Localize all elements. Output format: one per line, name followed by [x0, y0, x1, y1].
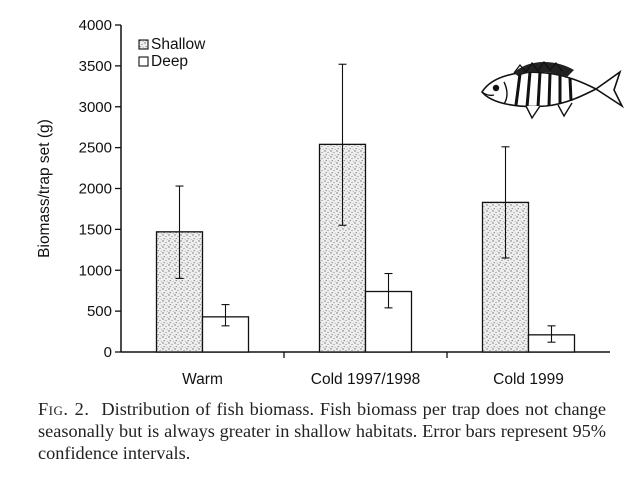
y-tick-label: 2500	[79, 140, 112, 157]
y-tick-label: 3000	[79, 99, 112, 116]
caption-text: Distribution of fish biomass. Fish bioma…	[38, 399, 606, 463]
legend-swatch-deep	[138, 56, 149, 67]
bars	[155, 63, 576, 353]
y-tick-label: 4000	[79, 17, 112, 34]
legend-swatch-shallow	[138, 39, 149, 50]
y-tick-label: 1500	[79, 221, 112, 238]
x-tick-label: Warm	[182, 371, 223, 388]
bar-chart: 0 500 1000 1500 2000 2500 3000 3500 4000 Biomass/…	[36, 17, 625, 388]
axes: 0 500 1000 1500 2000 2500 3000 3500 4000 Biomass/…	[36, 17, 610, 388]
y-tick-label: 1000	[79, 262, 112, 279]
legend-label-shallow: Shallow	[151, 36, 206, 53]
legend-label-deep: Deep	[151, 53, 188, 70]
x-tick-label: Cold 1997/1998	[311, 371, 420, 388]
y-tick-label: 0	[104, 344, 112, 361]
y-tick-label: 500	[87, 303, 112, 320]
y-tick-label: 2000	[79, 181, 112, 198]
y-axis-label: Biomass/trap set (g)	[36, 119, 53, 258]
x-tick-label: Cold 1999	[493, 371, 564, 388]
figure-caption: Fig. 2. Distribution of fish biomass. Fis…	[38, 398, 606, 464]
caption-label: Fig. 2.	[38, 399, 90, 419]
y-tick-label: 3500	[79, 58, 112, 75]
chart: 0 500 1000 1500 2000 2500 3000 3500 4000 Biomass/…	[36, 17, 625, 388]
fish-icon	[481, 60, 625, 120]
